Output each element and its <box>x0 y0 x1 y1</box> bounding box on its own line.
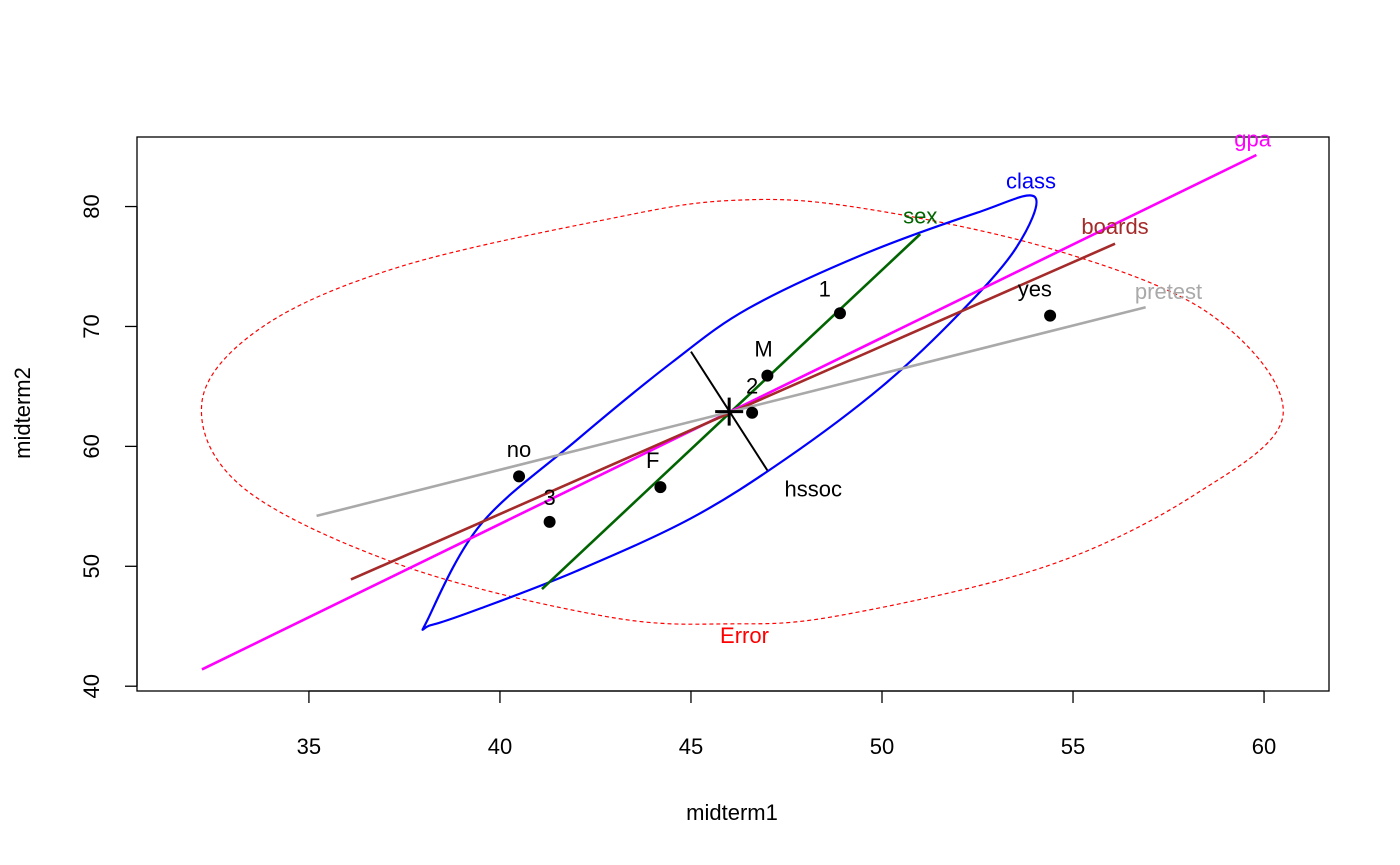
term-label-class: class <box>1006 169 1056 194</box>
term-label-pretest: pretest <box>1135 279 1202 304</box>
term-label-sex: sex <box>903 203 937 228</box>
y-tick-label: 70 <box>79 314 104 338</box>
term-label-gpa: gpa <box>1234 127 1271 152</box>
plot-marks <box>200 153 1284 671</box>
point-1 <box>833 307 846 320</box>
point-2 <box>746 406 759 419</box>
x-axis-title: midterm1 <box>686 800 778 825</box>
point-label-M: M <box>754 336 772 361</box>
point-yes <box>1044 309 1057 322</box>
term-label-boards: boards <box>1081 214 1148 239</box>
error-ellipse <box>200 198 1284 625</box>
y-tick-label: 40 <box>79 674 104 698</box>
y-tick-label: 60 <box>79 434 104 458</box>
labels: 1 2 3 M Fno yes class sex gpa boards pretest hssoc E… <box>507 127 1272 648</box>
plot-frame <box>136 136 1330 692</box>
x-tick-label: 40 <box>488 734 512 759</box>
point-label-no: no <box>507 437 531 462</box>
x-tick-label: 55 <box>1061 734 1085 759</box>
point-label-yes: yes <box>1018 276 1052 301</box>
x-tick-label: 50 <box>870 734 894 759</box>
x-tick-label: 60 <box>1252 734 1276 759</box>
y-axis-title: midterm2 <box>10 367 35 459</box>
point-label-2: 2 <box>746 374 758 399</box>
x-axis: 35 40 45 50 55 60 <box>297 690 1276 759</box>
term-class-ellipse <box>421 194 1038 631</box>
point-M <box>761 369 774 382</box>
point-label-F: F <box>646 448 659 473</box>
y-tick-label: 80 <box>79 194 104 218</box>
error-label: Error <box>720 623 769 648</box>
point-no <box>513 470 526 483</box>
y-axis: 40 50 60 70 80 <box>79 194 138 698</box>
x-tick-label: 45 <box>679 734 703 759</box>
term-label-hssoc: hssoc <box>784 477 841 502</box>
point-label-3: 3 <box>543 485 555 510</box>
point-label-1: 1 <box>819 276 831 301</box>
point-F <box>654 481 667 494</box>
y-tick-label: 50 <box>79 554 104 578</box>
point-3 <box>543 515 556 528</box>
plot-area: 1 2 3 M Fno yes class sex gpa boards pretest hssoc E… <box>136 127 1330 692</box>
x-tick-label: 35 <box>297 734 321 759</box>
